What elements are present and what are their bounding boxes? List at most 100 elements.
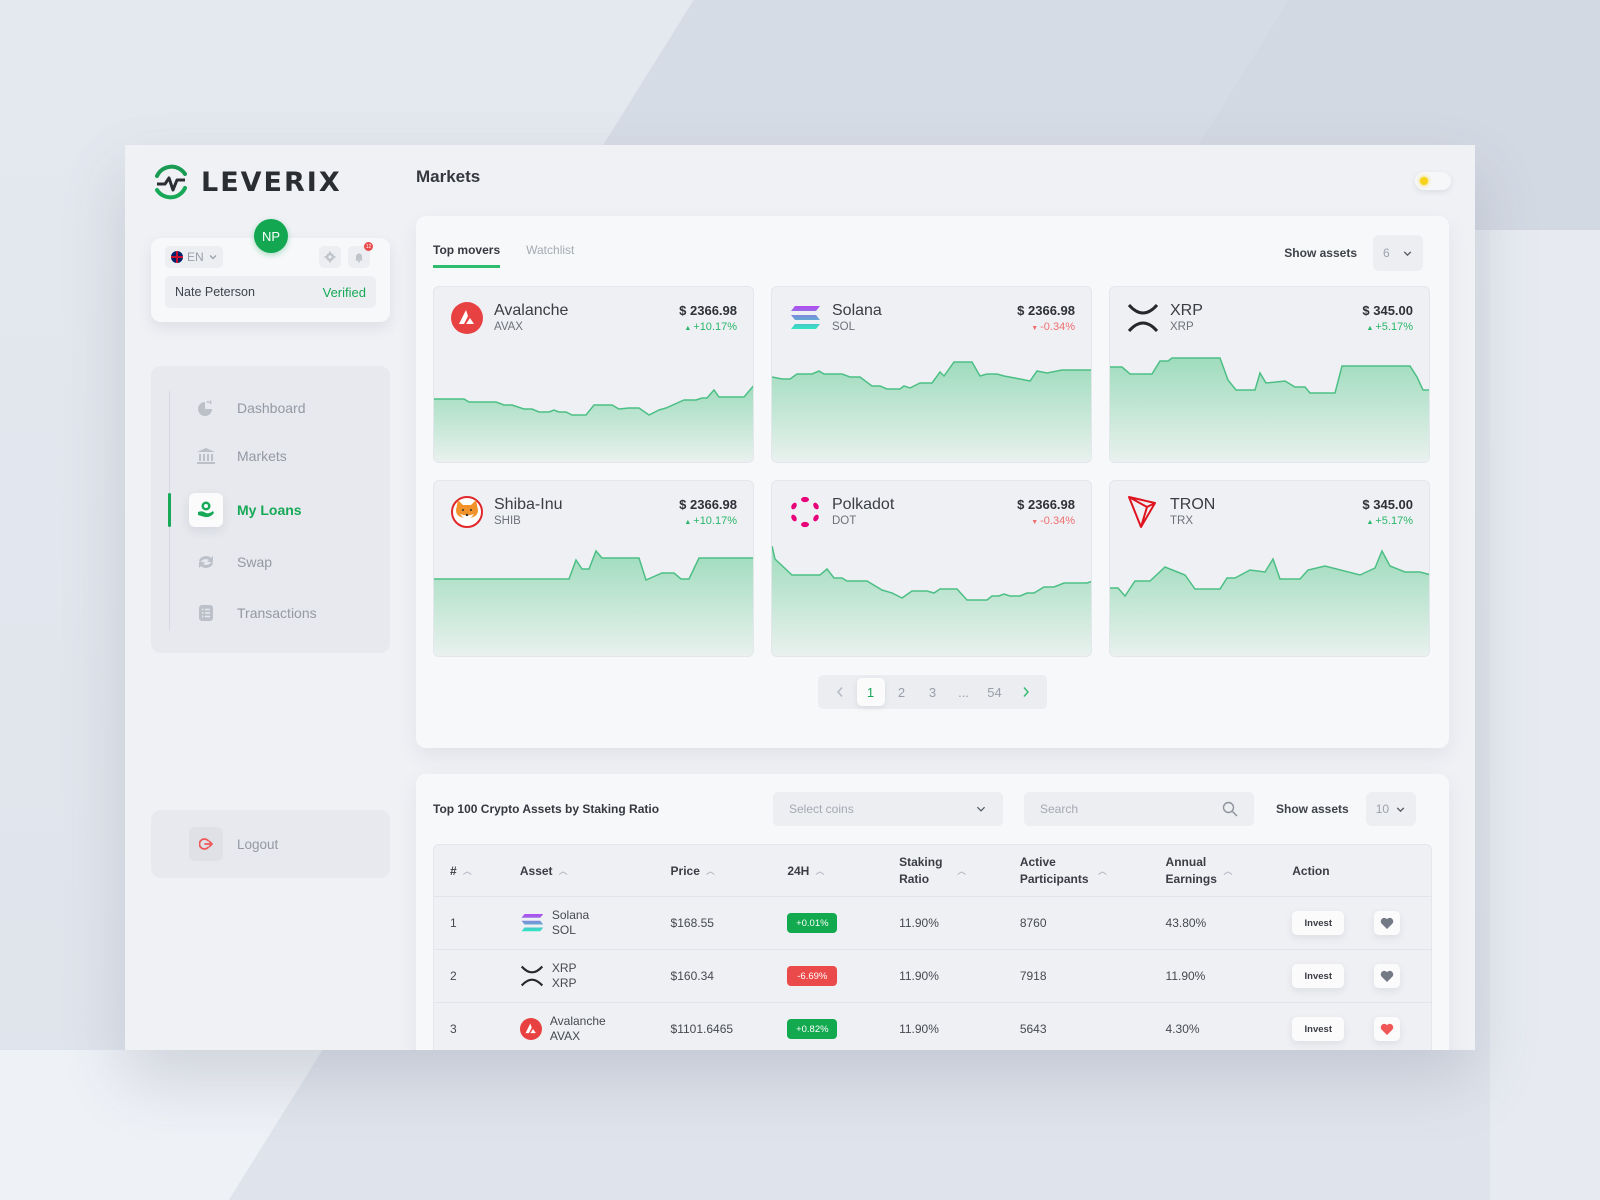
sidebar-item-swap[interactable]: Swap — [189, 545, 272, 579]
coin-symbol: TRX — [1170, 515, 1193, 527]
sun-icon — [1420, 177, 1428, 185]
table-row: 3 Avalanche AVAX $1101.6465 +0.82% 11.90%… — [434, 1003, 1431, 1050]
sidebar-item-label: Dashboard — [237, 400, 306, 416]
cell-asset: Solana SOL — [520, 908, 671, 938]
arrow-up-icon: ▲ — [1366, 325, 1376, 332]
logo-mark-icon — [155, 164, 187, 200]
column-header-asset[interactable]: Asset ︿ — [519, 863, 568, 878]
coin-card-tron[interactable]: TRON TRX $ 345.00 ▲ +5.17% — [1109, 480, 1430, 657]
arrow-up-icon: ▲ — [684, 325, 694, 332]
column-header-rank[interactable]: # ︿ — [450, 863, 472, 878]
cell-staking-ratio: 11.90% — [899, 1022, 939, 1036]
column-header-annual-earnings[interactable]: Annual Earnings ︿ — [1165, 854, 1233, 886]
select-coins-placeholder: Select coins — [789, 802, 854, 816]
cell-staking-ratio: 11.90% — [899, 969, 939, 983]
coin-price: $ 2366.98 — [1017, 497, 1075, 512]
notifications-button[interactable]: 12 — [348, 242, 373, 268]
coin-name: TRON — [1170, 496, 1216, 513]
prev-page-button[interactable] — [826, 678, 854, 706]
logout-button[interactable]: Logout — [189, 827, 278, 861]
column-header-24h[interactable]: 24H ︿ — [787, 863, 825, 878]
table-row: 1 Solana SOL $168.55 +0.01% 11.90% 8760 4… — [434, 897, 1431, 950]
verification-status: Verified — [322, 284, 366, 300]
coin-symbol: SOL — [832, 321, 856, 333]
favorite-button-active[interactable] — [1374, 1017, 1401, 1041]
chevron-right-icon — [1022, 687, 1029, 697]
coin-card-solana[interactable]: Solana SOL $ 2366.98 ▼ -0.34% — [771, 286, 1092, 463]
sort-icon: ︿ — [1223, 866, 1233, 876]
column-header-active-participants[interactable]: Active Participants ︿ — [1019, 854, 1107, 886]
settings-button[interactable] — [319, 246, 341, 268]
language-selector[interactable]: EN — [165, 246, 223, 268]
coin-change: +5.17% — [1375, 515, 1413, 527]
sidebar-item-label: Markets — [237, 448, 287, 464]
cell-price: $160.34 — [670, 969, 714, 983]
cell-rank: 3 — [450, 1022, 457, 1036]
table-header-row: # ︿ Asset ︿ Price ︿ 24H ︿ Staking Ratio ︿ Act… — [434, 845, 1431, 897]
invest-button[interactable]: Invest — [1292, 911, 1345, 935]
staking-table-panel: Top 100 Crypto Assets by Staking Ratio S… — [416, 774, 1449, 1050]
coin-name: Shiba-Inu — [494, 496, 563, 513]
profile-card: NP EN 12 Nate Peterson Verified — [151, 219, 390, 322]
background-shape — [1490, 230, 1600, 1200]
asset-symbol: XRP — [551, 976, 577, 990]
theme-toggle[interactable] — [1415, 172, 1451, 190]
cell-asset: XRP XRP — [520, 961, 671, 991]
coin-price: $ 345.00 — [1362, 303, 1413, 318]
column-header-price[interactable]: Price ︿ — [670, 863, 715, 878]
logo[interactable]: LEVERIX — [151, 162, 342, 202]
next-page-button[interactable] — [1012, 678, 1040, 706]
column-header-staking-ratio[interactable]: Staking Ratio ︿ — [899, 854, 967, 886]
page-button-3[interactable]: 3 — [928, 684, 937, 700]
invest-button[interactable]: Invest — [1292, 964, 1345, 988]
coin-symbol: SHIB — [494, 515, 521, 527]
nav-active-indicator — [168, 493, 171, 527]
table-show-assets-control: Show assets 10 — [1276, 792, 1416, 826]
coin-change: -0.34% — [1040, 321, 1075, 333]
sort-icon: ︿ — [1097, 866, 1107, 876]
notification-badge: 12 — [364, 242, 373, 251]
coin-price: $ 2366.98 — [1017, 303, 1075, 318]
table-show-assets-select[interactable]: 10 — [1365, 792, 1416, 826]
invest-button[interactable]: Invest — [1292, 1017, 1345, 1041]
favorite-button[interactable] — [1374, 964, 1401, 988]
pie-chart-icon — [189, 391, 223, 425]
shiba-inu-logo-icon — [450, 495, 484, 529]
sparkline-chart — [434, 549, 753, 656]
page-button-54[interactable]: 54 — [987, 684, 1002, 700]
coin-card-polkadot[interactable]: Polkadot DOT $ 2366.98 ▼ -0.34% — [771, 480, 1092, 657]
background-shape — [0, 1050, 323, 1200]
tab-top-movers[interactable]: Top movers — [433, 243, 501, 268]
user-info-row: Nate Peterson Verified — [165, 276, 376, 308]
sidebar-item-transactions[interactable]: Transactions — [189, 596, 317, 630]
coin-change: -0.34% — [1040, 515, 1075, 527]
asset-name: XRP — [551, 961, 577, 975]
table-row: 2 XRP XRP $160.34 -6.69% 11.90% 7918 11.9… — [434, 950, 1431, 1003]
select-coins-dropdown[interactable]: Select coins — [773, 792, 1003, 826]
chevron-down-icon — [976, 806, 986, 812]
coin-price: $ 345.00 — [1362, 497, 1413, 512]
favorite-button[interactable] — [1374, 911, 1401, 935]
coin-card-avalanche[interactable]: Avalanche AVAX $ 2366.98 ▲ +10.17% — [433, 286, 754, 463]
page-button-1[interactable]: 1 — [856, 678, 885, 706]
cell-participants: 5643 — [1019, 1022, 1047, 1036]
logout-label: Logout — [237, 836, 279, 852]
table-title: Top 100 Crypto Assets by Staking Ratio — [433, 802, 660, 816]
language-label: EN — [187, 250, 204, 264]
search-input[interactable] — [1040, 802, 1190, 816]
sort-icon: ︿ — [957, 866, 967, 876]
page-button-2[interactable]: 2 — [897, 684, 906, 700]
sidebar-item-dashboard[interactable]: Dashboard — [189, 391, 306, 425]
coin-card-shiba-inu[interactable]: Shiba-Inu SHIB $ 2366.98 ▲ +10.17% — [433, 480, 754, 657]
logout-card: Logout — [151, 810, 390, 878]
coin-card-xrp[interactable]: XRP XRP $ 345.00 ▲ +5.17% — [1109, 286, 1430, 463]
avatar[interactable]: NP — [254, 219, 288, 253]
show-assets-select[interactable]: 6 — [1373, 235, 1423, 271]
logo-text: LEVERIX — [201, 166, 342, 198]
search-field[interactable] — [1024, 792, 1254, 826]
tab-watchlist[interactable]: Watchlist — [526, 243, 575, 257]
tron-logo-icon — [1126, 495, 1160, 529]
sidebar-item-markets[interactable]: Markets — [189, 439, 287, 473]
coin-cards-grid: Avalanche AVAX $ 2366.98 ▲ +10.17% — [433, 286, 1430, 657]
sidebar-item-my-loans[interactable]: My Loans — [189, 493, 302, 527]
